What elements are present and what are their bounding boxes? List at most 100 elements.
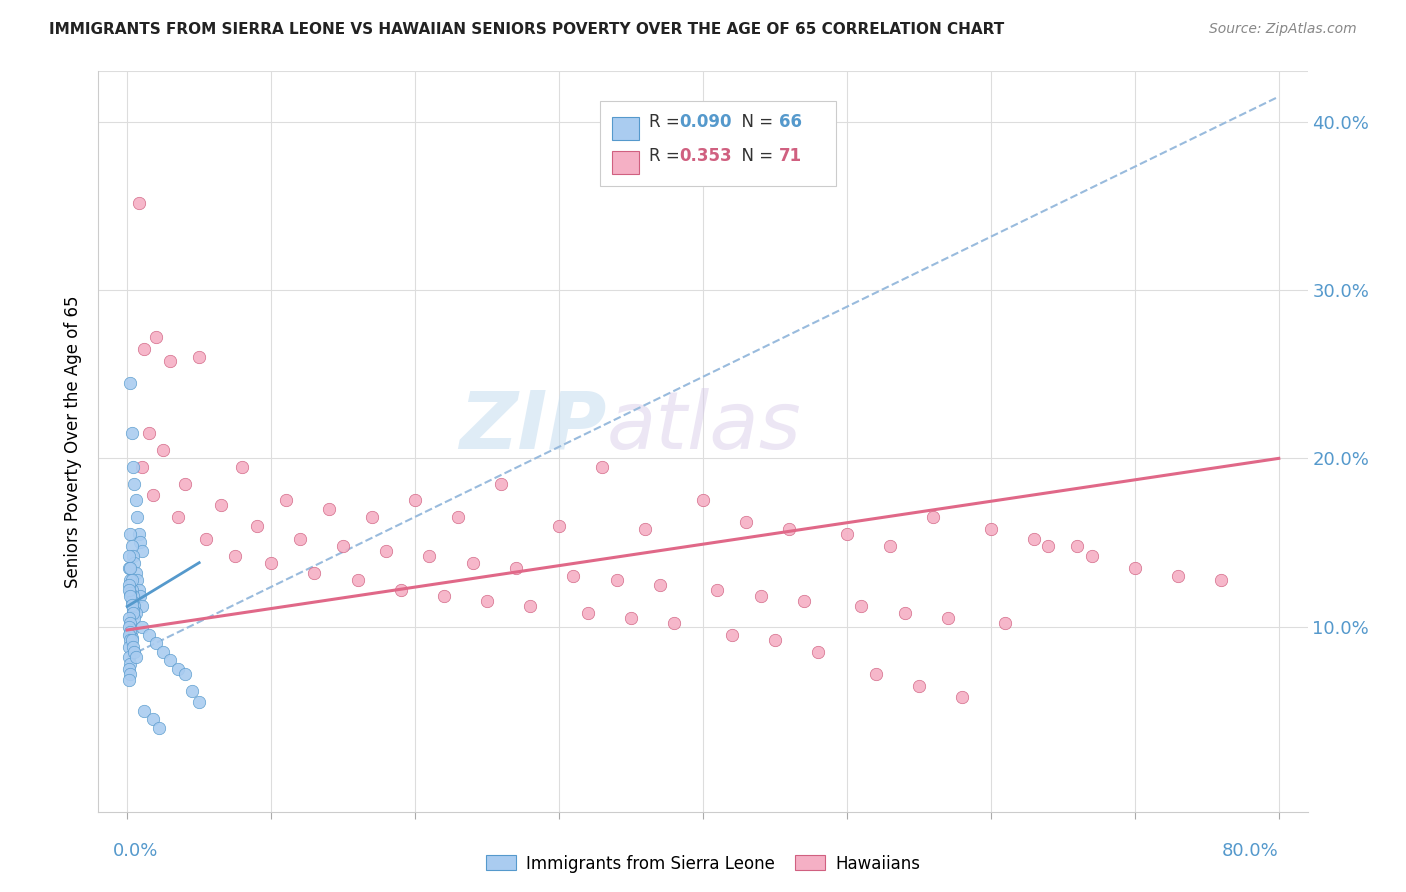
Point [121, 633, 143, 648]
Point [120, 586, 142, 600]
Point [145, 636, 167, 650]
Point [166, 510, 188, 524]
Point [922, 510, 945, 524]
Point [121, 539, 143, 553]
Point [346, 573, 368, 587]
Point [120, 527, 142, 541]
Point [389, 582, 412, 597]
Point [778, 522, 800, 536]
Point [125, 566, 148, 580]
Point [1123, 560, 1146, 574]
Legend: Immigrants from Sierra Leone, Hawaiians: Immigrants from Sierra Leone, Hawaiians [479, 848, 927, 880]
Point [129, 535, 152, 549]
Point [118, 662, 141, 676]
Point [118, 640, 141, 654]
Point [142, 488, 165, 502]
Point [562, 569, 585, 583]
Point [131, 619, 153, 633]
Point [304, 566, 326, 580]
Y-axis label: Seniors Poverty Over the Age of 65: Seniors Poverty Over the Age of 65 [65, 295, 83, 588]
Point [127, 510, 149, 524]
Point [121, 582, 143, 597]
Point [461, 556, 484, 570]
Point [118, 549, 141, 563]
Text: 0.090: 0.090 [679, 113, 731, 131]
Point [1167, 569, 1189, 583]
Point [127, 573, 149, 587]
Text: ZIP: ZIP [458, 388, 606, 466]
Point [122, 459, 145, 474]
Point [195, 532, 218, 546]
Point [288, 532, 311, 546]
Point [148, 721, 170, 735]
Point [131, 544, 153, 558]
Point [893, 606, 915, 620]
Point [648, 577, 671, 591]
Text: Source: ZipAtlas.com: Source: ZipAtlas.com [1209, 22, 1357, 37]
Point [124, 599, 146, 614]
Point [128, 582, 150, 597]
Point [152, 645, 174, 659]
Point [807, 645, 830, 659]
Text: 0.0%: 0.0% [112, 842, 159, 860]
Point [936, 611, 959, 625]
Point [224, 549, 246, 563]
Point [120, 633, 142, 648]
Point [120, 590, 142, 604]
Point [1211, 573, 1233, 587]
Text: atlas: atlas [606, 388, 801, 466]
Point [763, 633, 786, 648]
Point [124, 476, 146, 491]
Point [332, 539, 354, 553]
Point [134, 704, 156, 718]
Point [1038, 539, 1060, 553]
Point [129, 590, 152, 604]
Point [159, 653, 181, 667]
Point [120, 616, 142, 631]
Point [120, 666, 142, 681]
Point [120, 624, 142, 639]
Text: 80.0%: 80.0% [1222, 842, 1279, 860]
Point [418, 549, 440, 563]
Point [375, 544, 398, 558]
Point [591, 459, 613, 474]
Point [118, 619, 141, 633]
Point [620, 611, 643, 625]
Point [835, 527, 858, 541]
Point [121, 594, 143, 608]
Point [173, 666, 195, 681]
Point [118, 649, 141, 664]
Text: 71: 71 [779, 147, 803, 165]
Point [121, 623, 143, 637]
Point [145, 330, 167, 344]
Point [118, 611, 141, 625]
Point [128, 527, 150, 541]
Point [121, 426, 143, 441]
Point [125, 649, 148, 664]
Point [122, 603, 145, 617]
Point [120, 657, 142, 671]
Point [260, 556, 283, 570]
Point [121, 632, 143, 646]
Point [749, 590, 772, 604]
Point [118, 582, 141, 597]
Point [120, 573, 142, 587]
Point [706, 582, 728, 597]
Point [908, 679, 931, 693]
Point [138, 628, 160, 642]
Point [118, 577, 141, 591]
Point [188, 695, 211, 709]
Point [122, 590, 145, 604]
Point [122, 606, 145, 620]
Point [118, 628, 141, 642]
Point [491, 476, 513, 491]
Point [159, 353, 181, 368]
Point [692, 493, 714, 508]
Text: IMMIGRANTS FROM SIERRA LEONE VS HAWAIIAN SENIORS POVERTY OVER THE AGE OF 65 CORR: IMMIGRANTS FROM SIERRA LEONE VS HAWAIIAN… [49, 22, 1004, 37]
Text: N =: N = [731, 147, 778, 165]
Point [246, 518, 269, 533]
Point [181, 683, 204, 698]
Point [606, 573, 628, 587]
Point [122, 640, 145, 654]
Text: 0.353: 0.353 [679, 147, 731, 165]
